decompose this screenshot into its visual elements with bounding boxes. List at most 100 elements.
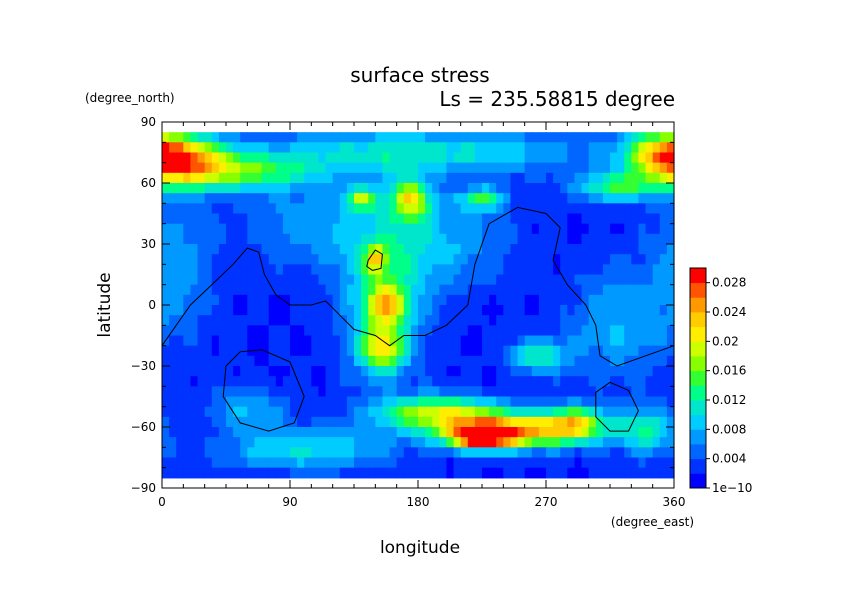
heatmap-cell [418, 172, 426, 184]
heatmap-cell [197, 132, 206, 143]
heatmap-cell [638, 203, 647, 215]
heatmap-cell [176, 376, 184, 387]
heatmap-cell [652, 254, 661, 265]
heatmap-cell [218, 294, 227, 306]
heatmap-cell [169, 396, 177, 408]
heatmap-cell [524, 213, 533, 225]
heatmap-cell [361, 294, 369, 306]
heatmap-cell [247, 396, 256, 408]
heatmap-cell [282, 244, 291, 255]
heatmap-cell [474, 274, 483, 286]
heatmap-cell [425, 437, 433, 448]
heatmap-cell [254, 457, 263, 469]
heatmap-cell [375, 305, 384, 316]
heatmap-cell [645, 345, 654, 357]
heatmap-cell [666, 457, 675, 469]
heatmap-cell [176, 223, 184, 235]
heatmap-cell [524, 244, 533, 255]
heatmap-cell [460, 366, 469, 377]
heatmap-cell [574, 223, 583, 235]
heatmap-cell [503, 437, 512, 448]
heatmap-cell [233, 294, 241, 306]
heatmap-cell [560, 183, 568, 194]
heatmap-cell [254, 254, 263, 265]
heatmap-cell [403, 457, 412, 469]
heatmap-cell [467, 294, 476, 306]
heatmap-cell [318, 223, 327, 235]
heatmap-cell [361, 264, 369, 276]
heatmap-cell [254, 244, 263, 255]
heatmap-cell [560, 294, 568, 306]
heatmap-cell [204, 254, 213, 265]
heatmap-cell [211, 396, 220, 408]
heatmap-cell [510, 467, 519, 479]
heatmap-cell [311, 203, 320, 215]
heatmap-cell [183, 427, 192, 438]
heatmap-cell [282, 223, 291, 235]
heatmap-cell [489, 406, 497, 418]
heatmap-cell [460, 172, 469, 184]
heatmap-cell [382, 213, 391, 225]
heatmap-cell [282, 355, 291, 367]
heatmap-cell [382, 152, 391, 164]
heatmap-cell [297, 406, 305, 418]
heatmap-cell [638, 345, 647, 357]
heatmap-cell [560, 152, 568, 164]
heatmap-cell [510, 162, 519, 174]
heatmap-cell [425, 244, 433, 255]
heatmap-cell [602, 213, 611, 225]
heatmap-cell [553, 244, 561, 255]
heatmap-cell [631, 203, 640, 215]
heatmap-cell [254, 427, 263, 438]
heatmap-cell [375, 172, 384, 184]
heatmap-cell [339, 172, 348, 184]
heatmap-cell [162, 213, 170, 225]
heatmap-cell [290, 172, 298, 184]
heatmap-cell [396, 223, 405, 235]
heatmap-cell [311, 427, 320, 438]
heatmap-cell [467, 244, 476, 255]
heatmap-cell [233, 244, 241, 255]
heatmap-cell [474, 193, 483, 204]
heatmap-cell [467, 416, 476, 428]
heatmap-cell [226, 355, 234, 367]
heatmap-cell [354, 315, 362, 326]
heatmap-cell [460, 427, 469, 438]
heatmap-cell [318, 447, 327, 459]
heatmap-cell [311, 457, 320, 469]
heatmap-cell [666, 355, 675, 367]
heatmap-cell [261, 366, 270, 377]
heatmap-cell [332, 193, 341, 204]
heatmap-cell [432, 244, 440, 255]
heatmap-cell [403, 264, 412, 276]
heatmap-cell [297, 223, 305, 235]
heatmap-cell [176, 132, 184, 143]
heatmap-cell [240, 447, 248, 459]
heatmap-cell [638, 457, 647, 469]
heatmap-cell [482, 416, 490, 428]
heatmap-cell [574, 213, 583, 225]
heatmap-cell [418, 416, 426, 428]
heatmap-cell [197, 467, 206, 479]
heatmap-cell [304, 132, 312, 143]
heatmap-cell [290, 284, 298, 296]
heatmap-cell [297, 284, 305, 296]
heatmap-cell [233, 305, 241, 316]
heatmap-cell [538, 345, 547, 357]
heatmap-cell [183, 386, 192, 398]
heatmap-cell [204, 457, 213, 469]
heatmap-cell [425, 294, 433, 306]
heatmap-cell [332, 203, 341, 215]
heatmap-cell [496, 335, 504, 347]
heatmap-cell [602, 437, 611, 448]
heatmap-cell [297, 467, 305, 479]
heatmap-cell [567, 335, 576, 347]
heatmap-cell [382, 264, 391, 276]
heatmap-cell [631, 244, 640, 255]
heatmap-cell [204, 162, 213, 174]
heatmap-cell [197, 213, 206, 225]
x-tick-label: 270 [535, 495, 558, 509]
heatmap-cell [631, 467, 640, 479]
heatmap-cell [375, 203, 384, 215]
heatmap-cell [610, 427, 618, 438]
